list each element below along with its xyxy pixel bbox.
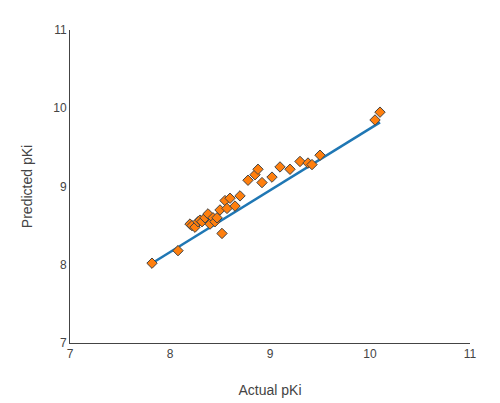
svg-text:11: 11 bbox=[54, 23, 67, 37]
svg-text:10: 10 bbox=[363, 347, 377, 361]
svg-text:7: 7 bbox=[60, 336, 67, 350]
svg-text:9: 9 bbox=[60, 180, 67, 194]
svg-text:11: 11 bbox=[464, 347, 477, 361]
svg-text:7: 7 bbox=[67, 347, 74, 361]
svg-text:8: 8 bbox=[60, 258, 67, 272]
svg-text:Actual pKi: Actual pKi bbox=[238, 382, 301, 398]
svg-text:9: 9 bbox=[267, 347, 274, 361]
svg-text:10: 10 bbox=[53, 101, 67, 115]
svg-text:Predicted pKi: Predicted pKi bbox=[19, 145, 35, 228]
svg-text:8: 8 bbox=[167, 347, 174, 361]
